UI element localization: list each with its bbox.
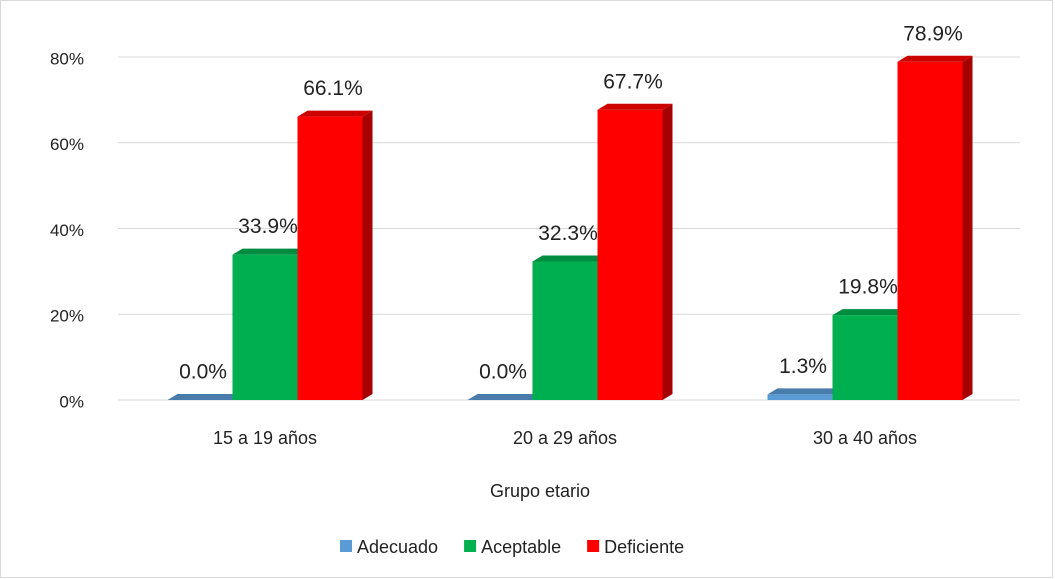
bar-top <box>232 248 308 255</box>
data-label: 0.0% <box>479 361 527 384</box>
legend-label: Adecuado <box>357 537 438 557</box>
data-label: 0.0% <box>179 361 227 384</box>
y-tick-label: 80% <box>50 49 84 68</box>
y-tick-label: 60% <box>50 135 84 154</box>
bar-top <box>167 394 243 400</box>
legend-label: Deficiente <box>604 537 684 557</box>
bar-top <box>297 110 373 117</box>
y-tick-label: 0% <box>59 392 84 411</box>
legend-swatch <box>464 540 477 552</box>
data-label: 33.9% <box>238 215 298 238</box>
bar <box>832 315 898 400</box>
x-tick-label: 20 a 29 años <box>513 428 617 448</box>
bar-top <box>597 103 673 110</box>
bar <box>297 116 363 400</box>
y-tick-label: 20% <box>50 307 84 326</box>
legend-label: Aceptable <box>481 537 561 557</box>
legend-swatch <box>340 540 352 552</box>
x-axis-label: Grupo etario <box>490 481 590 501</box>
bar-top <box>897 55 973 62</box>
bar <box>597 109 663 400</box>
data-label: 19.8% <box>838 276 898 299</box>
bar <box>532 261 598 400</box>
data-label: 66.1% <box>303 77 363 100</box>
x-tick-label: 15 a 19 años <box>213 428 317 448</box>
data-label: 67.7% <box>603 70 663 93</box>
bar <box>767 394 833 400</box>
data-label: 1.3% <box>779 355 827 378</box>
bar-side <box>962 55 973 401</box>
bar-side <box>662 103 673 400</box>
bar-side <box>362 110 373 400</box>
bar-top <box>532 255 608 262</box>
bar <box>232 254 298 400</box>
legend-swatch <box>587 540 600 552</box>
bar-top <box>832 309 908 316</box>
bar-top <box>467 394 543 400</box>
data-label: 78.9% <box>903 22 963 45</box>
y-tick-label: 40% <box>50 221 84 240</box>
x-tick-label: 30 a 40 años <box>813 428 917 448</box>
data-label: 32.3% <box>538 222 598 245</box>
bar <box>897 61 963 401</box>
bar-top <box>767 388 843 395</box>
